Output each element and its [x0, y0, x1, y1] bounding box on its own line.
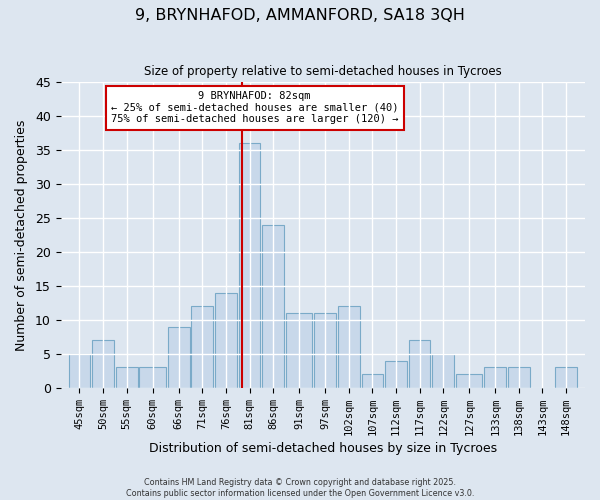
Bar [68, 354, 91, 388]
Bar [409, 340, 430, 388]
Bar [433, 354, 454, 388]
Bar [385, 360, 407, 388]
Bar [286, 313, 313, 388]
Bar [314, 313, 336, 388]
Bar [362, 374, 383, 388]
Bar [239, 143, 260, 388]
Bar [262, 224, 284, 388]
Bar [508, 368, 530, 388]
Bar [191, 306, 213, 388]
Bar [116, 368, 137, 388]
Text: Contains HM Land Registry data © Crown copyright and database right 2025.
Contai: Contains HM Land Registry data © Crown c… [126, 478, 474, 498]
Bar [484, 368, 506, 388]
Bar [215, 292, 237, 388]
Bar [168, 326, 190, 388]
Bar [456, 374, 482, 388]
Text: 9, BRYNHAFOD, AMMANFORD, SA18 3QH: 9, BRYNHAFOD, AMMANFORD, SA18 3QH [135, 8, 465, 22]
X-axis label: Distribution of semi-detached houses by size in Tycroes: Distribution of semi-detached houses by … [149, 442, 497, 455]
Text: 9 BRYNHAFOD: 82sqm
← 25% of semi-detached houses are smaller (40)
75% of semi-de: 9 BRYNHAFOD: 82sqm ← 25% of semi-detache… [111, 91, 398, 124]
Bar [338, 306, 359, 388]
Bar [555, 368, 577, 388]
Bar [139, 368, 166, 388]
Title: Size of property relative to semi-detached houses in Tycroes: Size of property relative to semi-detach… [144, 65, 502, 78]
Bar [92, 340, 114, 388]
Y-axis label: Number of semi-detached properties: Number of semi-detached properties [15, 119, 28, 350]
